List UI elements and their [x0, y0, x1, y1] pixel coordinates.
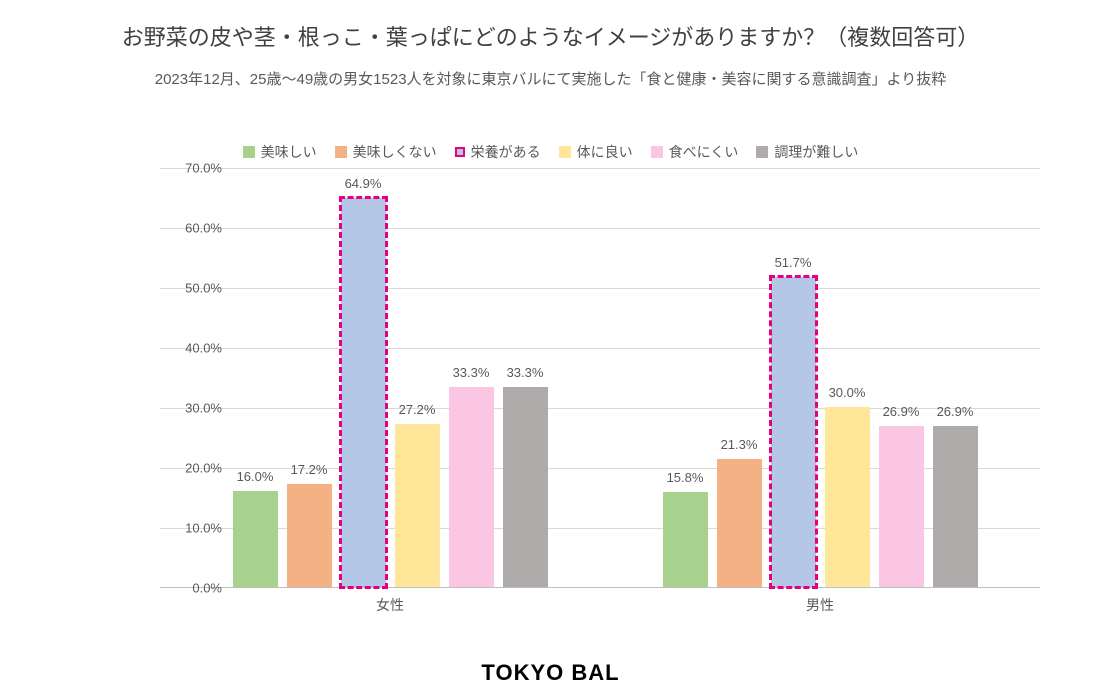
bar: 21.3%: [717, 459, 762, 587]
legend-item: 栄養がある: [455, 142, 541, 162]
legend-item: 食べにくい: [651, 142, 739, 162]
bar: 16.0%: [233, 491, 278, 587]
legend-swatch: [455, 147, 465, 157]
bar-value-label: 33.3%: [453, 365, 490, 380]
bar: 64.9%: [341, 198, 386, 587]
bar: 26.9%: [879, 426, 924, 587]
chart-subtitle: 2023年12月、25歳〜49歳の男女1523人を対象に東京バルにて実施した「食…: [0, 68, 1101, 89]
legend-swatch: [651, 146, 663, 158]
bar: 27.2%: [395, 424, 440, 587]
legend-item: 調理が難しい: [756, 142, 858, 162]
y-tick-label: 70.0%: [162, 161, 222, 176]
x-tick-label: 女性: [376, 595, 404, 615]
bar-value-label: 26.9%: [883, 404, 920, 419]
brand-logo: TOKYO BAL: [0, 660, 1101, 686]
y-tick-label: 30.0%: [162, 401, 222, 416]
legend-label: 栄養がある: [471, 142, 541, 162]
x-tick-label: 男性: [806, 595, 834, 615]
plot-area: 0.0%10.0%20.0%30.0%40.0%50.0%60.0%70.0%1…: [160, 168, 1040, 588]
chart-title: お野菜の皮や茎・根っこ・葉っぱにどのようなイメージがありますか？（複数回答可）: [0, 20, 1101, 52]
y-tick-label: 20.0%: [162, 461, 222, 476]
bar-value-label: 26.9%: [937, 404, 974, 419]
y-tick-label: 60.0%: [162, 221, 222, 236]
bar: 17.2%: [287, 484, 332, 587]
bar-group: 15.8%21.3%51.7%30.0%26.9%26.9%: [663, 277, 978, 587]
legend-swatch: [335, 146, 347, 158]
legend-label: 食べにくい: [669, 142, 739, 162]
grid-line: [160, 168, 1040, 169]
legend-label: 体に良い: [577, 142, 633, 162]
bar: 26.9%: [933, 426, 978, 587]
bar-value-label: 30.0%: [829, 385, 866, 400]
bar-value-label: 64.9%: [345, 176, 382, 191]
legend: 美味しい 美味しくない 栄養がある 体に良い 食べにくい 調理が難しい: [0, 142, 1101, 162]
legend-swatch: [756, 146, 768, 158]
bar: 30.0%: [825, 407, 870, 587]
bar: 15.8%: [663, 492, 708, 587]
legend-label: 美味しい: [261, 142, 317, 162]
y-tick-label: 40.0%: [162, 341, 222, 356]
bar-value-label: 33.3%: [507, 365, 544, 380]
y-tick-label: 50.0%: [162, 281, 222, 296]
bar: 33.3%: [449, 387, 494, 587]
y-tick-label: 0.0%: [162, 581, 222, 596]
legend-item: 体に良い: [559, 142, 633, 162]
bar: 51.7%: [771, 277, 816, 587]
bar-value-label: 17.2%: [291, 462, 328, 477]
bar-value-label: 27.2%: [399, 402, 436, 417]
chart-area: 0.0%10.0%20.0%30.0%40.0%50.0%60.0%70.0%1…: [90, 168, 1050, 618]
bar-value-label: 51.7%: [775, 255, 812, 270]
bar: 33.3%: [503, 387, 548, 587]
bar-group: 16.0%17.2%64.9%27.2%33.3%33.3%: [233, 198, 548, 587]
y-tick-label: 10.0%: [162, 521, 222, 536]
bar-value-label: 16.0%: [237, 469, 274, 484]
legend-item: 美味しい: [243, 142, 317, 162]
legend-swatch: [559, 146, 571, 158]
bar-value-label: 21.3%: [721, 437, 758, 452]
legend-swatch: [243, 146, 255, 158]
legend-label: 調理が難しい: [774, 142, 858, 162]
legend-label: 美味しくない: [353, 142, 437, 162]
bar-value-label: 15.8%: [667, 470, 704, 485]
legend-item: 美味しくない: [335, 142, 437, 162]
